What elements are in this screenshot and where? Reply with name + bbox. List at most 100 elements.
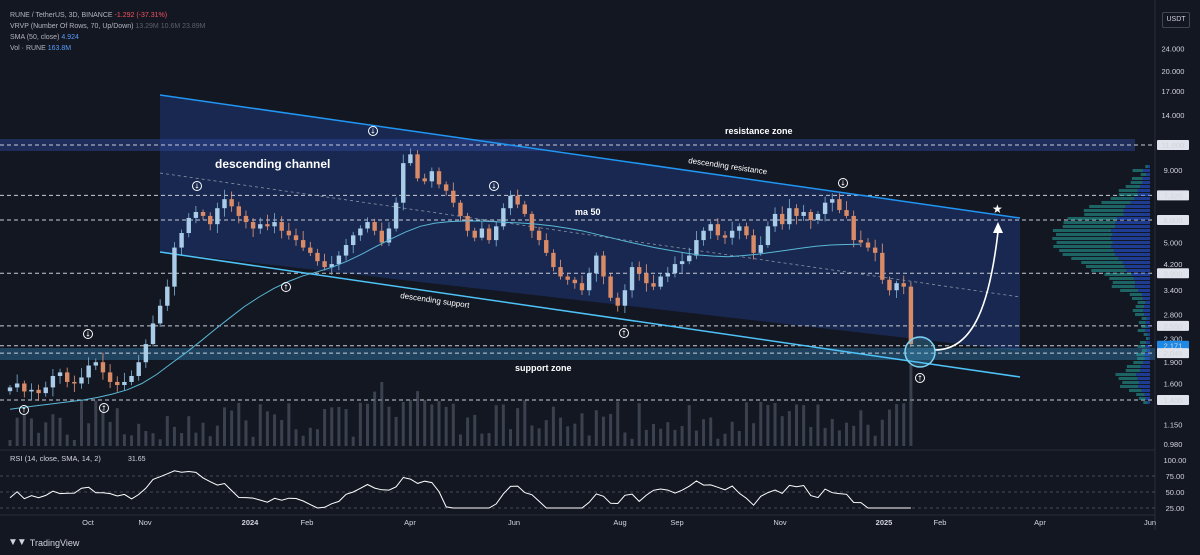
candle-body xyxy=(780,213,785,225)
volume-profile-row-down xyxy=(1146,317,1150,320)
volume-bar xyxy=(144,431,148,446)
time-axis[interactable]: Oct Nov 2024 Feb Apr Jun Aug Sep Nov 2025 Feb Apr Ju… xyxy=(82,518,1156,527)
candle-body xyxy=(651,283,656,287)
volume-bar xyxy=(551,406,555,446)
volume-profile-row-up xyxy=(1131,297,1143,300)
time-tick: Apr xyxy=(404,518,416,527)
up-arrow-icon xyxy=(19,405,29,415)
volume-bar xyxy=(766,405,770,446)
volume-bar xyxy=(444,406,448,446)
candle-body xyxy=(143,344,149,363)
volume-profile-row-down xyxy=(1145,345,1150,348)
candle-body xyxy=(822,202,828,214)
candle-body xyxy=(136,362,141,376)
candle-body xyxy=(422,178,427,182)
candle-body xyxy=(572,279,578,284)
vrvp-value-1: 13.29M xyxy=(135,23,159,30)
volume-bar xyxy=(523,400,527,446)
candle-body xyxy=(250,222,256,229)
volume-profile-row-down xyxy=(1111,245,1150,248)
candle-body xyxy=(622,290,628,306)
candle-body xyxy=(672,264,678,274)
volume-bar xyxy=(773,402,777,446)
price-tick: 1.900 xyxy=(1164,358,1183,367)
volume-profile-row-down xyxy=(1124,265,1150,268)
candle-body xyxy=(186,217,191,234)
candle-body xyxy=(286,230,292,236)
vol-value: 163.8M xyxy=(47,45,72,52)
candle-body xyxy=(365,222,370,229)
candle-body xyxy=(787,208,792,225)
candle-body xyxy=(258,224,263,229)
volume-profile-row-up xyxy=(1136,353,1145,356)
volume-profile-row-up xyxy=(1089,205,1126,208)
volume-bar xyxy=(652,423,655,446)
volume-bar xyxy=(487,433,491,446)
price-tick: 2.550 xyxy=(1164,322,1183,331)
currency-badge[interactable]: USDT xyxy=(1162,12,1190,28)
candle-body xyxy=(7,387,13,392)
candle-body xyxy=(536,230,542,241)
price-tick: 1.400 xyxy=(1164,396,1183,405)
volume-bar xyxy=(87,423,91,446)
volume-profile-row-down xyxy=(1133,277,1150,280)
price-tag-bg xyxy=(1157,140,1189,150)
price-tick: 14.000 xyxy=(1162,111,1185,120)
candle-body xyxy=(637,267,642,274)
volume-bar xyxy=(194,432,198,446)
volume-bar xyxy=(151,433,155,446)
volume-profile-row-down xyxy=(1125,205,1150,208)
volume-profile-row-down xyxy=(1138,289,1150,292)
candle-body xyxy=(336,255,342,265)
volume-bar xyxy=(323,409,327,446)
price-axis[interactable]: 24.000 20.000 17.000 14.000 11.000 9.000 7.320… xyxy=(1157,44,1189,449)
volume-bar xyxy=(637,403,641,446)
marker-glyph: ↓ xyxy=(85,331,91,339)
vrvp-value-2: 10.6M xyxy=(160,23,181,30)
descending-support-line xyxy=(159,251,1021,378)
volume-profile-row-down xyxy=(1141,293,1150,296)
candle-body xyxy=(107,372,113,382)
volume-bar xyxy=(366,403,369,446)
volume-profile-row-up xyxy=(1104,273,1132,276)
candle-body xyxy=(794,208,799,216)
descending-channel-area xyxy=(160,95,1020,351)
volume-bar xyxy=(644,429,648,446)
candle-body xyxy=(872,247,878,253)
vrvp-label: VRVP (Number Of Rows, 70, Up/Down) xyxy=(10,23,134,30)
candle-body xyxy=(429,171,435,182)
volume-profile-row-up xyxy=(1118,193,1138,196)
marker-glyph: ↑ xyxy=(283,284,289,292)
candle-body xyxy=(837,199,842,211)
volume-bar xyxy=(230,410,234,446)
time-tick: Nov xyxy=(138,518,152,527)
volume-bar xyxy=(280,420,284,446)
volume-profile-row-down xyxy=(1145,321,1150,324)
volume-profile xyxy=(1052,165,1150,404)
volume-profile-row-down xyxy=(1140,185,1150,188)
candle-body xyxy=(708,224,713,231)
sma-value: 4.924 xyxy=(61,34,79,41)
volume-bar xyxy=(65,434,69,446)
rsi-tick: 75.00 xyxy=(1166,472,1185,481)
volume-bar xyxy=(795,404,798,446)
candle-body xyxy=(351,235,356,246)
volume-bar xyxy=(902,403,906,446)
price-tick: 9.000 xyxy=(1164,166,1183,175)
volume-profile-row-up xyxy=(1135,305,1145,308)
time-tick: 2025 xyxy=(876,518,893,527)
candle-body xyxy=(729,230,735,238)
candle-body xyxy=(586,273,592,291)
volume-bar xyxy=(559,417,563,446)
candle-body xyxy=(122,381,127,386)
marker-glyph: ↑ xyxy=(917,375,923,383)
volume-profile-row-down xyxy=(1134,197,1150,200)
candle-body xyxy=(715,224,721,236)
price-tag-bg xyxy=(1157,395,1189,405)
candle-body xyxy=(465,215,470,231)
volume-bar xyxy=(358,402,362,446)
candle-body xyxy=(243,215,249,223)
volume-profile-row-up xyxy=(1052,237,1111,240)
candle-body xyxy=(594,255,599,274)
